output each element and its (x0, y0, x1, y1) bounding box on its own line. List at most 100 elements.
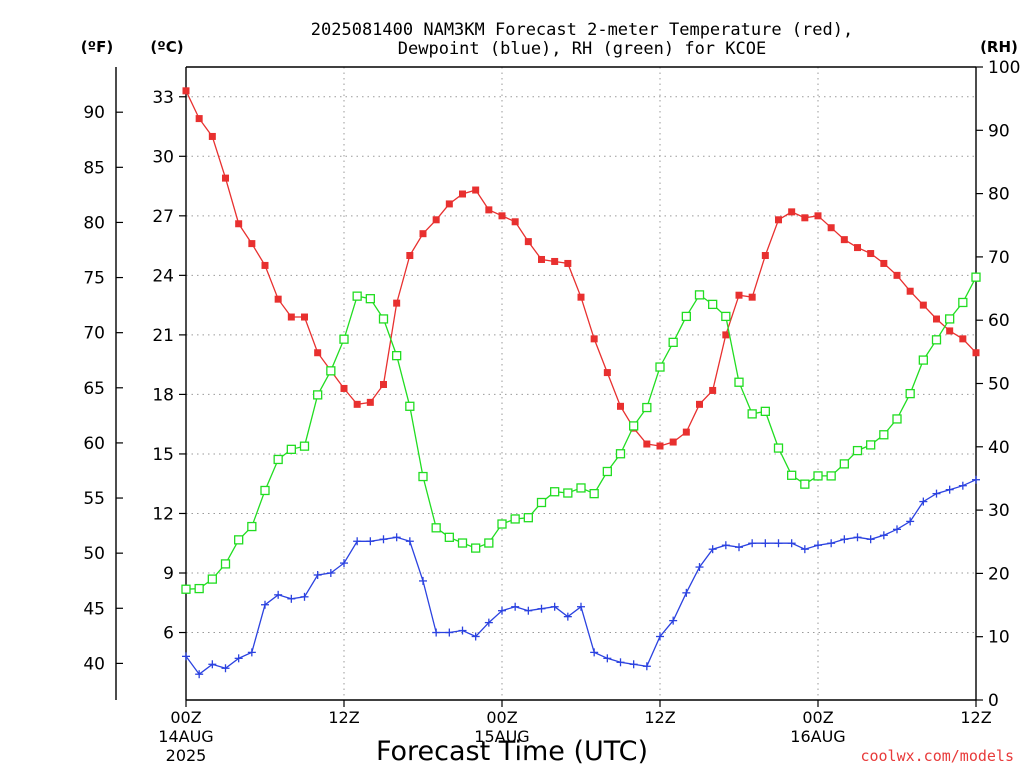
dewpoint-point (300, 592, 309, 601)
dewpoint-point (840, 535, 849, 544)
celsius-tick-label: 33 (152, 88, 174, 108)
series-temperature (182, 87, 980, 450)
temperature-point (393, 299, 401, 307)
rh-point (852, 445, 863, 456)
temperature-point (208, 132, 216, 140)
rh-point (365, 294, 375, 304)
rh-point (760, 406, 770, 417)
unit-rh-label: (RH) (980, 38, 1018, 56)
celsius-tick-label: 27 (152, 207, 174, 227)
rh-point (602, 466, 612, 477)
temperature-point (472, 186, 480, 194)
dewpoint-point (735, 543, 743, 552)
temperature-point (696, 400, 703, 408)
dewpoint-point (774, 539, 783, 548)
temperature-point (551, 257, 559, 265)
temperature-point (801, 214, 809, 222)
dewpoint-point (945, 485, 954, 494)
rh-point (286, 444, 296, 454)
dewpoint-point (182, 652, 190, 661)
rh-point (958, 297, 968, 308)
rh-tick-label: 50 (988, 375, 1010, 395)
rh-point (457, 538, 468, 548)
dewpoint-point (471, 632, 480, 641)
x-tick-label: 00Z (802, 708, 833, 727)
temperature-point (459, 190, 466, 198)
rh-point (642, 402, 652, 413)
fahrenheit-tick-label: 60 (83, 434, 105, 454)
labels: 6 9 12 15 18 21 24 27 30 33 40 45 50 55 60 65 70 75 80 85 90… (83, 58, 1020, 765)
series-dewpoint (182, 475, 980, 679)
temperature-point (182, 87, 190, 95)
dewpoint-point (879, 531, 888, 540)
temperature-point (827, 224, 835, 232)
temperature-point (893, 271, 901, 279)
rh-point (945, 314, 955, 324)
temperature-point (867, 250, 875, 258)
x-axis-title: Forecast Time (UTC) (376, 736, 648, 767)
temperature-point (498, 212, 506, 220)
rh-point (708, 299, 718, 310)
dewpoint-point (379, 535, 388, 544)
rh-point (220, 559, 231, 569)
fahrenheit-tick-label: 40 (83, 654, 105, 674)
dewpoint-point (392, 533, 401, 542)
temperature-point (735, 291, 743, 299)
dewpoint-point (853, 533, 862, 542)
dewpoint-point (814, 541, 822, 550)
temperature-point (919, 301, 927, 309)
dewpoint-point (287, 594, 296, 603)
dewpoint-point (577, 602, 585, 611)
rh-point (352, 291, 362, 301)
dewpoint-point (405, 537, 414, 546)
dewpoint-point (906, 517, 915, 526)
dewpoint-point (340, 559, 348, 568)
dewpoint-point (603, 654, 612, 663)
dewpoint-point (419, 576, 427, 585)
celsius-tick-label: 24 (152, 266, 174, 286)
dewpoint-point (748, 539, 757, 548)
temperature-point (445, 200, 453, 208)
dewpoint-point (629, 660, 638, 669)
dewpoint-point (537, 604, 546, 613)
rh-point (313, 390, 323, 400)
temperature-point (709, 386, 717, 394)
dewpoint-point (208, 660, 217, 669)
rh-point (523, 513, 533, 523)
rh-point (892, 414, 902, 424)
rh-point (734, 377, 744, 387)
celsius-tick-label: 30 (152, 147, 174, 167)
rh-point (444, 532, 454, 542)
temperature-point (761, 252, 769, 260)
rh-point (247, 521, 257, 532)
temperature-point (195, 115, 203, 123)
rh-tick-label: 80 (988, 185, 1010, 205)
rh-point (826, 471, 836, 481)
fahrenheit-tick-label: 75 (83, 269, 105, 289)
dewpoint-point (787, 539, 796, 548)
rh-point (234, 535, 244, 545)
dewpoint-point (893, 525, 901, 534)
dewpoint-point (274, 590, 283, 599)
temperature-point (274, 295, 282, 303)
rh-point (484, 538, 494, 548)
temperature-point (222, 174, 229, 182)
dewpoint-point (432, 628, 441, 637)
temperature-point (722, 331, 730, 339)
temperature-point (748, 293, 756, 301)
temperature-point (419, 230, 427, 238)
dewpoint-point (511, 602, 520, 611)
rh-point (629, 421, 639, 431)
rh-point (471, 543, 481, 553)
fahrenheit-tick-label: 55 (83, 489, 105, 509)
rh-point (339, 334, 349, 344)
rh-tick-label: 0 (988, 691, 999, 711)
rh-point (497, 519, 507, 529)
celsius-tick-label: 6 (163, 624, 174, 644)
rh-point (839, 459, 849, 469)
temperature-point (301, 313, 308, 321)
dewpoint-point (221, 664, 230, 673)
dewpoint-point (919, 497, 928, 506)
fahrenheit-tick-label: 65 (83, 379, 105, 399)
rh-point (563, 488, 573, 498)
